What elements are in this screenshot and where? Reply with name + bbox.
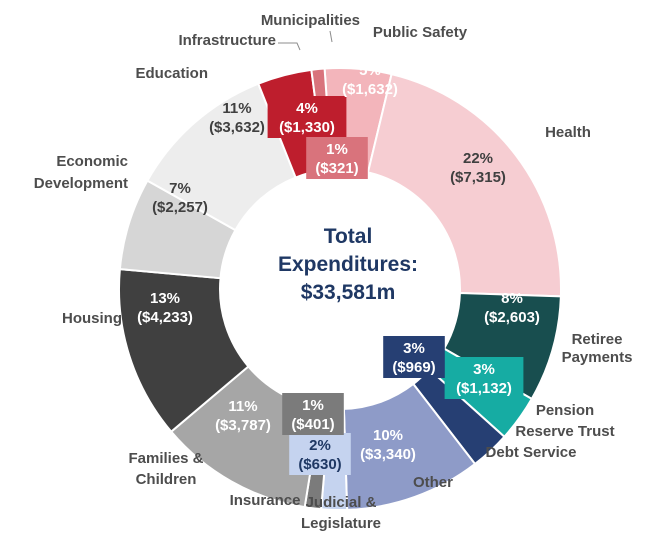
amount-label-economic-development: ($2,257) [152,199,208,216]
percent-label-pension-reserve-trust: 3% [473,361,495,378]
category-label-public-safety: Public Safety [373,24,468,41]
category-label-debt-service: Debt Service [486,444,577,461]
category-label-pension-reserve-trust-line-2: Reserve Trust [515,423,614,440]
center-label: Total Expenditures: $33,581m [278,225,418,304]
percent-label-economic-development: 7% [169,180,191,197]
category-label-families-and-children-line-1: Families & [128,450,203,467]
percent-label-municipalities: 1% [326,141,348,158]
percent-label-housing: 13% [150,290,180,307]
labels: 5% ($1,632) Public Safety 22% ($7,315) Health… [34,12,633,532]
amount-label-retiree-payments: ($2,603) [484,309,540,326]
percent-label-health: 22% [463,150,493,167]
category-label-families-and-children-line-2: Children [136,471,197,488]
category-label-education: Education [135,65,208,82]
category-label-municipalities: Municipalities [261,12,360,29]
percent-label-infrastructure: 4% [296,100,318,117]
category-label-economic-development-line-2: Development [34,175,128,192]
amount-label-infrastructure: ($1,330) [279,119,335,136]
center-line-1: Total [324,225,373,248]
category-label-economic-development-line-1: Economic [56,153,128,170]
category-label-pension-reserve-trust-line-1: Pension [536,402,594,419]
category-label-retiree-payments-line-1: Retiree [572,331,623,348]
category-label-health: Health [545,124,591,141]
leader-line-municipalities [329,30,333,43]
label-box-infrastructure [267,96,347,138]
amount-label-families-and-children: ($3,787) [215,417,271,434]
percent-label-other: 10% [373,427,403,444]
category-label-insurance: Insurance [230,492,301,509]
percent-label-debt-service: 3% [403,340,425,357]
amount-label-debt-service: ($969) [392,359,435,376]
amount-label-other: ($3,340) [360,446,416,463]
amount-label-pension-reserve-trust: ($1,132) [456,380,512,397]
label-box-municipalities [306,137,368,179]
percent-label-judicial-and-legislature: 2% [309,437,331,454]
label-box-insurance [282,393,344,435]
category-label-infrastructure: Infrastructure [178,32,276,49]
amount-label-health: ($7,315) [450,169,506,186]
label-box-pension-reserve-trust [444,357,524,399]
category-label-judicial-and-legislature-line-1: Judicial & [306,494,377,511]
leader-line-infrastructure [278,42,301,51]
amount-label-housing: ($4,233) [137,309,193,326]
percent-label-education: 11% [222,100,251,117]
slice-health [366,72,562,298]
center-line-2: Expenditures: [278,253,418,276]
value-label-boxes [267,96,524,475]
label-box-debt-service [383,336,445,378]
amount-label-education: ($3,632) [209,119,265,136]
category-label-housing: Housing [62,310,122,327]
percent-label-retiree-payments: 8% [501,290,523,307]
percent-label-public-safety: 5% [359,62,381,79]
percent-label-families-and-children: 11% [228,398,257,415]
amount-label-judicial-and-legislature: ($630) [298,456,341,473]
percent-label-insurance: 1% [302,397,324,414]
amount-label-municipalities: ($321) [315,160,358,177]
amount-label-public-safety: ($1,632) [342,81,398,98]
amount-label-insurance: ($401) [291,416,334,433]
center-line-3: $33,581m [301,281,396,304]
category-label-other: Other [413,474,453,491]
label-box-judicial-and-legislature [289,433,351,475]
category-label-judicial-and-legislature-line-2: Legislature [301,515,381,532]
category-label-retiree-payments-line-2: Payments [562,349,633,366]
